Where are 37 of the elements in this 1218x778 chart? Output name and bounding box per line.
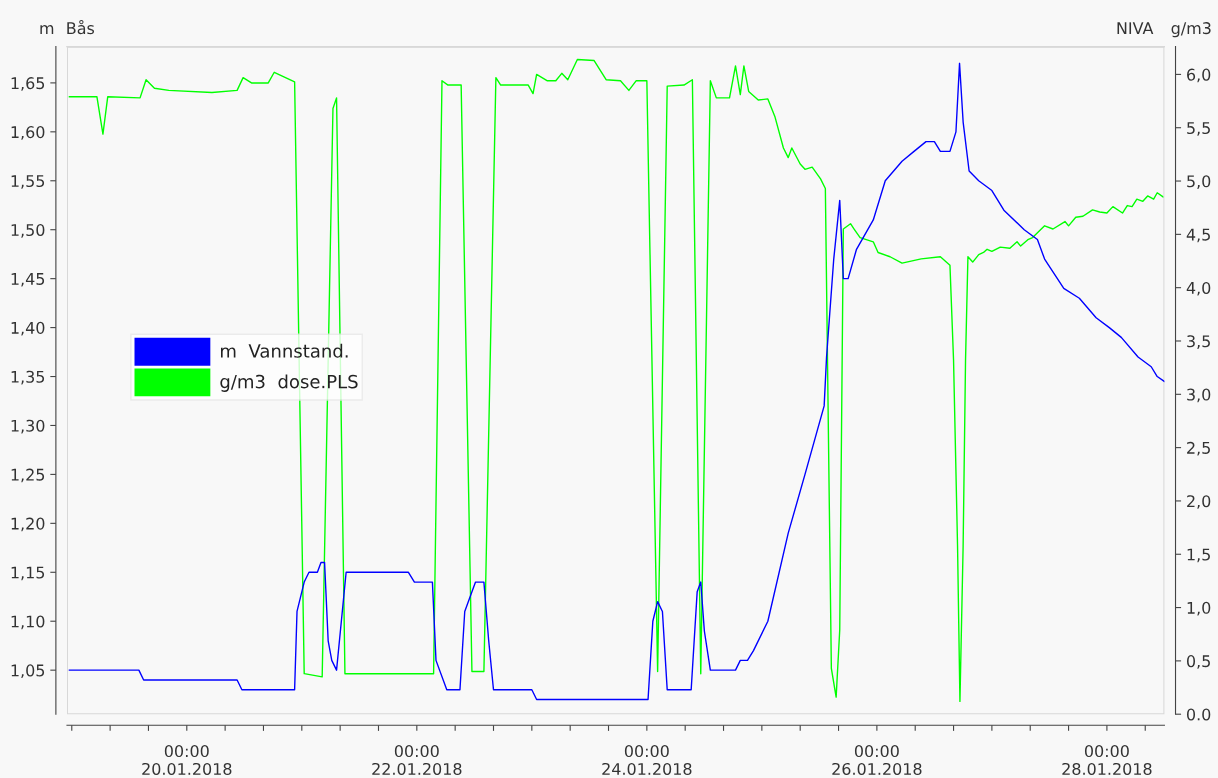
y-tick-label: 1,30 bbox=[11, 419, 45, 434]
x-tick-label: 00:00 20.01.2018 bbox=[142, 745, 232, 776]
y-tick-label: 1,35 bbox=[11, 370, 45, 385]
y-tick-label: 1,45 bbox=[11, 273, 45, 287]
y2-tick-label: 0.0 bbox=[1186, 708, 1211, 721]
y-tick-label: 1,05 bbox=[11, 664, 45, 679]
y-tick-label: 1,65 bbox=[11, 77, 45, 91]
text: Bås bbox=[67, 19, 95, 35]
y-axis-title: m bbox=[40, 25, 54, 34]
y2-tick-label: 2,5 bbox=[1187, 441, 1210, 456]
y-tick-label: 1,10 bbox=[11, 615, 45, 630]
y2-tick-label: 4,5 bbox=[1186, 228, 1210, 243]
y2-tick-label: 5,5 bbox=[1187, 122, 1210, 136]
y2-tick-label: 3,0 bbox=[1187, 388, 1211, 403]
y2-tick-label: 1,0 bbox=[1187, 601, 1211, 616]
text: NIVA bbox=[1117, 22, 1154, 34]
y2-tick-label: 5,0 bbox=[1187, 175, 1211, 189]
y2-axis-title: g/m3 bbox=[1171, 22, 1211, 38]
y2-tick-label: 4,0 bbox=[1186, 281, 1211, 296]
x-tick-label: 00:00 24.01.2018 bbox=[602, 745, 692, 776]
y-tick-label: 1,15 bbox=[11, 566, 45, 581]
y-tick-label: 1,40 bbox=[11, 321, 45, 336]
x-tick-label: 00:00 22.01.2018 bbox=[372, 745, 462, 776]
y2-tick-label: 6,0 bbox=[1187, 68, 1211, 83]
y-tick-label: 1,60 bbox=[11, 126, 45, 140]
legend-label: g/m3 dose.PLS bbox=[220, 374, 358, 392]
y2-tick-label: 2,0 bbox=[1187, 495, 1211, 509]
y2-tick-label: 3,5 bbox=[1187, 335, 1210, 349]
y-tick-label: 1,50 bbox=[11, 223, 45, 238]
y-tick-label: 1,20 bbox=[11, 517, 45, 532]
y2-tick-label: 0,5 bbox=[1186, 655, 1210, 669]
y-tick-label: 1,25 bbox=[11, 468, 45, 483]
y2-tick-label: 1,5 bbox=[1187, 548, 1210, 563]
x-tick-label: 00:00 26.01.2018 bbox=[832, 745, 922, 776]
legend-label: m Vannstand. bbox=[221, 343, 348, 358]
x-tick-label: 00:00 28.01.2018 bbox=[1062, 745, 1152, 776]
y-tick-label: 1,55 bbox=[11, 175, 45, 189]
